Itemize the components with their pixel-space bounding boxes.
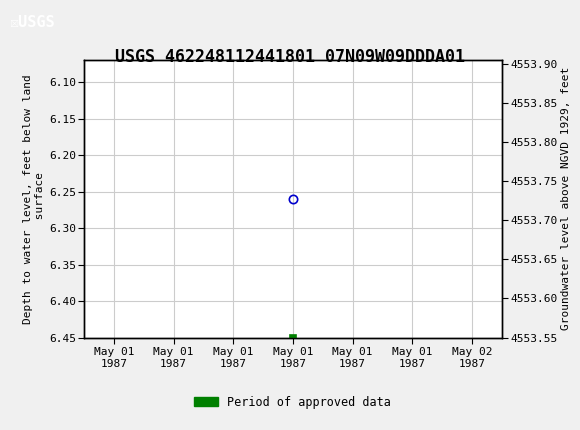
Legend: Period of approved data: Period of approved data bbox=[190, 391, 396, 414]
Y-axis label: Groundwater level above NGVD 1929, feet: Groundwater level above NGVD 1929, feet bbox=[561, 67, 571, 331]
Y-axis label: Depth to water level, feet below land
 surface: Depth to water level, feet below land su… bbox=[23, 74, 45, 324]
Text: ☒USGS: ☒USGS bbox=[9, 15, 55, 30]
Text: USGS 462248112441801 07N09W09DDDA01: USGS 462248112441801 07N09W09DDDA01 bbox=[115, 48, 465, 66]
